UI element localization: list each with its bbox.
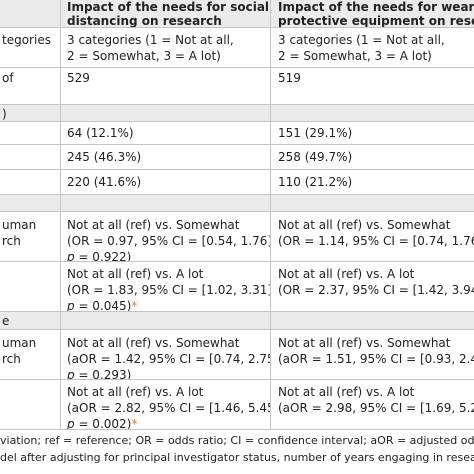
cell-text: e [2, 314, 10, 328]
cell-text: 529 [67, 71, 90, 85]
cell-text: Not at all (ref) vs. Somewhat [67, 336, 240, 350]
table-cell: Not at all (ref) vs. A lot (aOR = 2.82, 9… [60, 380, 270, 429]
cell-text: (OR = 1.14, 95% CI = [0.74, 1.76], p = [278, 234, 474, 248]
table-cell: uman rch [0, 212, 60, 261]
cell-text: Not at all (ref) vs. A lot [67, 267, 204, 281]
cell-text: p = 0.922) [67, 250, 132, 261]
cell-text: tegories [2, 33, 51, 47]
table-cell: 110 (21.2%) [270, 170, 474, 194]
cell-text: Not at all (ref) vs. Somewhat [278, 218, 451, 232]
table-cell: Not at all (ref) vs. Somewhat (aOR = 1.42… [60, 330, 270, 379]
table-cell: uman rch [0, 330, 60, 379]
cell-text: protective equipment on research [278, 14, 474, 27]
table-row: Not at all (ref) vs. A lot (OR = 1.83, 95… [0, 262, 474, 312]
table-cell: 3 categories (1 = Not at all, 2 = Somewha… [60, 28, 270, 67]
table-row: tegories 3 categories (1 = Not at all, 2 =… [0, 28, 474, 68]
cell-text: 245 (46.3%) [67, 150, 142, 164]
cell-text: Impact of the needs for wearing [278, 0, 474, 14]
table-cell: 245 (46.3%) [60, 145, 270, 169]
cell-text: Not at all (ref) vs. A lot [278, 385, 415, 399]
cell-text: (OR = 1.83, 95% CI = [1.02, 3.31], [67, 283, 270, 297]
table-row: ) [0, 105, 474, 122]
cell-text: 151 (29.1%) [278, 126, 353, 140]
table-row: of 529 519 [0, 68, 474, 105]
cell-text: 3 categories (1 = Not at all, [278, 33, 445, 47]
cell-text: Not at all (ref) vs. A lot [278, 267, 415, 281]
table-cell [270, 105, 474, 121]
table-cell [0, 0, 60, 27]
table-cell: 3 categories (1 = Not at all, 2 = Somewha… [270, 28, 474, 67]
cell-text: p = 0.045)* [67, 299, 138, 311]
table-cell: e [0, 312, 60, 329]
table-cell: ) [0, 105, 60, 121]
cell-text: (aOR = 2.82, 95% CI = [1.46, 5.45], [67, 401, 270, 415]
cell-text: Impact of the needs for social [67, 0, 270, 14]
table-cell: 258 (49.7%) [270, 145, 474, 169]
table-cell: 151 (29.1%) [270, 122, 474, 144]
table-cell [270, 312, 474, 329]
table-cell [60, 195, 270, 211]
cell-text: Not at all (ref) vs. Somewhat [67, 218, 240, 232]
table-cell: 220 (41.6%) [60, 170, 270, 194]
table-cell [60, 312, 270, 329]
cell-text: rch [2, 352, 21, 366]
cell-text: distancing on research [67, 14, 222, 27]
table-cell: tegories [0, 28, 60, 67]
cell-text: Not at all (ref) vs. A lot [67, 385, 204, 399]
cell-text: p = 0.002)* [67, 417, 138, 429]
footnote: viation; ref = reference; OR = odds rati… [0, 434, 474, 447]
cell-text: 64 (12.1%) [67, 126, 134, 140]
cell-text: Not at all (ref) vs. Somewhat [278, 336, 451, 350]
table-cell: 519 [270, 68, 474, 104]
cell-text: (OR = 0.97, 95% CI = [0.54, 1.76], [67, 234, 270, 248]
table-cell: of [0, 68, 60, 104]
table-cell [0, 145, 60, 169]
table-row: 220 (41.6%) 110 (21.2%) [0, 170, 474, 195]
table-row: uman rch Not at all (ref) vs. Somewhat (aOR… [0, 330, 474, 380]
table-cell: 529 [60, 68, 270, 104]
table-cell: Not at all (ref) vs. A lot (OR = 1.83, 95… [60, 262, 270, 311]
cell-text: 110 (21.2%) [278, 175, 353, 189]
table-cell: Not at all (ref) vs. Somewhat (aOR = 1.51… [270, 330, 474, 379]
table-row: Impact of the needs for social distancing… [0, 0, 474, 28]
cell-text: rch [2, 234, 21, 248]
cell-text: uman [2, 336, 37, 350]
table-cell [60, 105, 270, 121]
cell-text: 3 categories (1 = Not at all, [67, 33, 234, 47]
table-cell: 64 (12.1%) [60, 122, 270, 144]
cell-text: 258 (49.7%) [278, 150, 353, 164]
table-cell: Not at all (ref) vs. A lot (aOR = 2.98, 9… [270, 380, 474, 429]
table-cell: Not at all (ref) vs. A lot (OR = 2.37, 95… [270, 262, 474, 311]
cell-text: 2 = Somewhat, 3 = A lot) [67, 49, 221, 63]
table-cell [0, 195, 60, 211]
table-cell [0, 380, 60, 429]
table-cell [0, 170, 60, 194]
table-cell: Impact of the needs for social distancing… [60, 0, 270, 27]
cell-text: 220 (41.6%) [67, 175, 142, 189]
footnote: del after adjusting for principal invest… [0, 451, 474, 464]
cell-text: (aOR = 1.51, 95% CI = [0.93, 2.43], p = [278, 352, 474, 366]
cell-text: uman [2, 218, 37, 232]
table-cell [270, 195, 474, 211]
cell-text: ) [2, 107, 7, 121]
cell-text: (aOR = 2.98, 95% CI = [1.69, 5.24], p = [278, 401, 474, 415]
table-row: 64 (12.1%) 151 (29.1%) [0, 122, 474, 145]
table-row: uman rch Not at all (ref) vs. Somewhat (OR … [0, 212, 474, 262]
cell-text: of [2, 71, 14, 85]
cell-text: (OR = 2.37, 95% CI = [1.42, 3.94], p = [278, 283, 474, 297]
cell-text: 2 = Somewhat, 3 = A lot) [278, 49, 432, 63]
table-cell: Not at all (ref) vs. Somewhat (OR = 1.14,… [270, 212, 474, 261]
table-row: e [0, 312, 474, 330]
cell-text: 519 [278, 71, 301, 85]
cell-text: (aOR = 1.42, 95% CI = [0.74, 2.75], [67, 352, 270, 366]
table-cell [0, 262, 60, 311]
table-row [0, 195, 474, 212]
cell-text: p = 0.293) [67, 368, 132, 379]
table-cell: Not at all (ref) vs. Somewhat (OR = 0.97,… [60, 212, 270, 261]
table-row: 245 (46.3%) 258 (49.7%) [0, 145, 474, 170]
table-cell [0, 122, 60, 144]
table-row: Not at all (ref) vs. A lot (aOR = 2.82, 9… [0, 380, 474, 430]
table-cell: Impact of the needs for wearing protectiv… [270, 0, 474, 27]
